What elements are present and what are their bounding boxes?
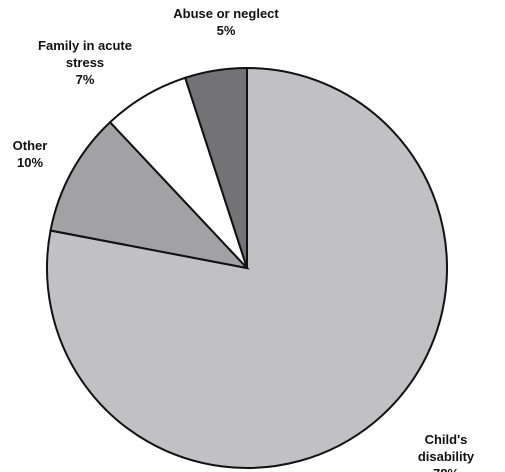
value-label: 7%: [75, 72, 95, 87]
category-name: Family in acute stress: [38, 38, 132, 70]
slice-label: Abuse or neglect 5%: [156, 5, 296, 39]
slice-label: Child's disability78%: [396, 431, 496, 472]
value-label: 10%: [16, 155, 44, 170]
slice-label: Family in acute stress 7%: [35, 37, 135, 88]
value-label: 5%: [216, 23, 236, 38]
pie-slice: [183, 66, 248, 269]
category-name: Child's disability: [417, 432, 475, 464]
category-name: Other: [12, 138, 48, 153]
slice-label: Other 10%: [0, 137, 60, 171]
value-label: 78%: [396, 465, 496, 472]
pie-slice: [49, 120, 250, 270]
category-name: Abuse or neglect: [173, 6, 279, 21]
